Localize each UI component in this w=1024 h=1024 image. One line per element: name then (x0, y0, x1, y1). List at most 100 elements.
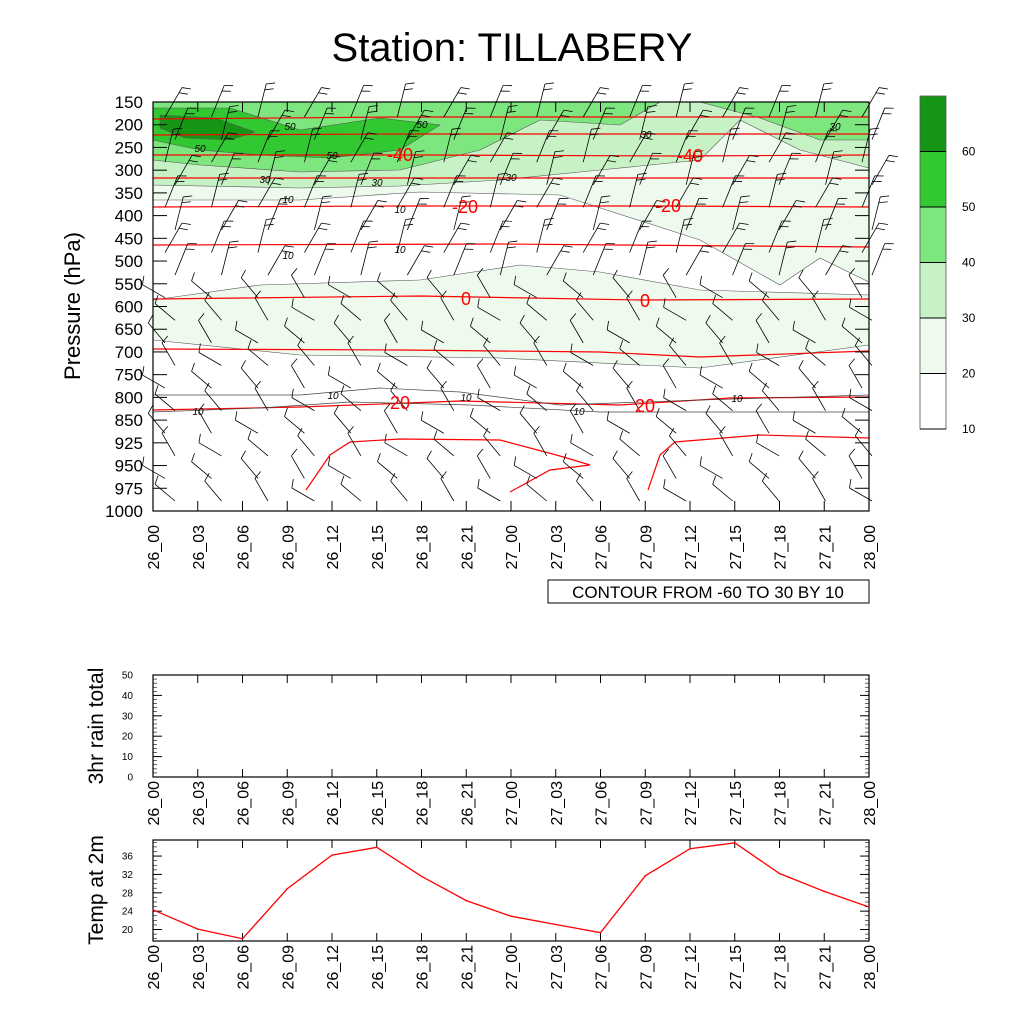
wind-barb (755, 403, 770, 434)
colorbar-label: 50 (962, 200, 976, 214)
wind-barb (815, 130, 838, 163)
wind-barb (768, 132, 796, 163)
wind-barb (257, 130, 280, 163)
x-tick-label: 26_18 (415, 945, 432, 990)
wind-barb (383, 313, 398, 344)
wind-barb (849, 388, 873, 411)
x-tick-label: 26_00 (146, 525, 163, 570)
x-tick-label: 27_06 (594, 525, 611, 570)
contour-label: 10 (731, 394, 743, 405)
x-tick-label: 27_18 (773, 525, 790, 570)
contour-label: 10 (394, 245, 406, 256)
wind-barb (304, 175, 327, 208)
wind-barb (792, 320, 816, 344)
x-tick-label: 27_18 (773, 781, 790, 826)
wind-barb (722, 127, 740, 163)
wind-barb (161, 426, 176, 457)
red-contour (153, 154, 870, 157)
colorbar-label: 10 (962, 422, 976, 436)
temp-point (465, 899, 468, 902)
wind-barb (546, 109, 573, 140)
wind-barb (546, 150, 564, 185)
x-tick-label: 26_00 (146, 781, 163, 826)
wind-barb (861, 175, 884, 208)
wind-barb (440, 380, 455, 411)
y-tick-label: 10 (122, 752, 134, 763)
x-tick-label: 27_21 (817, 945, 834, 990)
y-tick-label: 925 (115, 434, 143, 453)
y-tick-label: 650 (115, 320, 143, 339)
wind-barb (198, 433, 222, 457)
wind-barb (792, 411, 816, 434)
red-contour-label: -20 (452, 197, 478, 217)
wind-barb (314, 154, 341, 185)
wind-barb (453, 154, 480, 185)
wind-barb (712, 294, 733, 321)
black-contour (152, 401, 869, 413)
contour-label: 30 (505, 173, 517, 184)
red-contour-label-group: -40 -40 -20 -20 0 0 20 20 (387, 145, 703, 416)
x-tick-label: 27_12 (683, 525, 700, 570)
contour-note: CONTOUR FROM -60 TO 30 BY 10 (572, 583, 844, 602)
wind-barb (619, 340, 640, 366)
wind-barb (420, 411, 444, 434)
wind-barb (254, 471, 269, 502)
wind-barb (812, 290, 826, 321)
wind-barb (848, 267, 863, 298)
wind-barb (406, 150, 425, 185)
wind-barb (685, 150, 704, 185)
x-tick-label: 28_00 (862, 945, 879, 990)
black-contour-label-group: 50 50 50 50 30 30 30 30 30 10 10 10 10 1… (192, 120, 841, 418)
wind-barb (619, 430, 640, 457)
colorbar-box (919, 373, 947, 430)
wind-barb (669, 427, 687, 457)
wind-barb (762, 382, 780, 411)
wind-barb (626, 290, 641, 321)
wind-barb (639, 240, 657, 276)
wind-barb (798, 360, 816, 389)
colorbar-label: 20 (962, 367, 976, 381)
wind-barb (533, 335, 548, 366)
wind-barb (825, 150, 843, 185)
temp-x-axis: 26_00 26_03 26_06 26_09 26_12 26_15 26_18 26_21… (146, 840, 879, 990)
wind-barb (297, 337, 315, 366)
rain-x-axis: 26_00 26_03 26_06 26_09 26_12 26_15 26_18 26_21… (146, 675, 879, 826)
wind-barb (570, 433, 594, 457)
wind-barb (732, 154, 759, 185)
wind-barb (592, 154, 620, 185)
colorbar-label: 40 (962, 256, 976, 270)
contour-label: 50 (194, 144, 206, 155)
x-tick-label: 27_03 (549, 781, 566, 826)
x-tick-label: 26_18 (415, 525, 432, 570)
wind-barb (433, 430, 455, 457)
red-contour-label: -40 (387, 145, 413, 165)
wind-barb (291, 358, 305, 389)
wind-barb (732, 195, 750, 231)
wind-barb (662, 267, 677, 298)
contour-label: 30 (259, 175, 271, 186)
wind-barb (174, 243, 197, 276)
wind-barb (489, 172, 508, 208)
x-tick-label: 27_00 (504, 781, 521, 826)
temp-point (420, 875, 423, 878)
cross-section-panel: -40 -40 -20 -20 0 0 20 20 50 50 50 50 30… (60, 82, 898, 604)
y-tick-label: 150 (115, 93, 143, 112)
wind-barb (477, 298, 501, 321)
wind-barb (154, 475, 176, 502)
y-tick-label: 24 (122, 907, 134, 918)
wind-barb (211, 172, 229, 208)
x-tick-label: 27_18 (773, 945, 790, 990)
wind-barb (612, 360, 630, 389)
x-tick-label: 26_00 (146, 945, 163, 990)
x-tick-label: 27_09 (638, 945, 655, 990)
wind-barb (291, 448, 305, 479)
y-tick-label: 850 (115, 411, 143, 430)
wind-barb (340, 475, 362, 502)
wind-barb (612, 450, 630, 479)
wind-barb (871, 243, 894, 276)
wind-barb (626, 380, 641, 411)
wind-barb (360, 200, 387, 231)
wind-barb (291, 298, 315, 321)
x-tick-label: 27_06 (594, 781, 611, 826)
